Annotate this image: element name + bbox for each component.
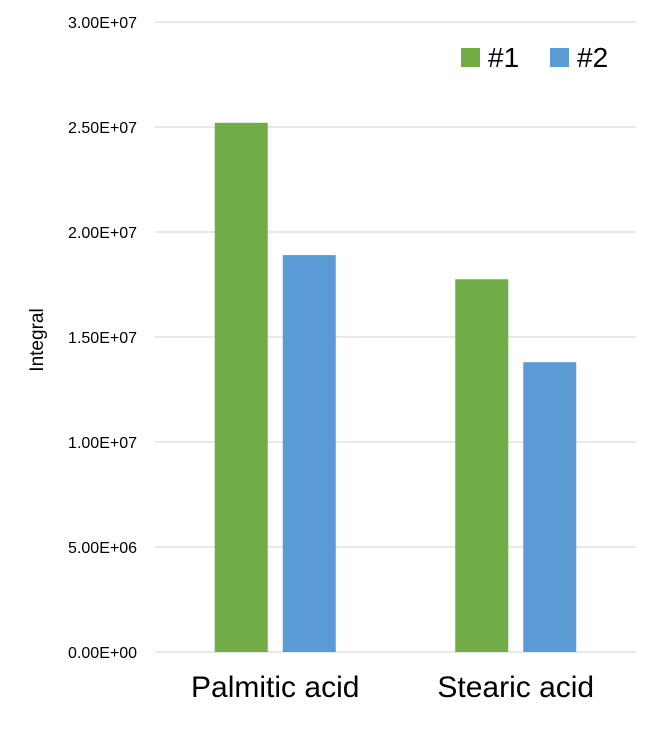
legend-label-2: #2 [577,42,608,73]
y-tick-label: 5.00E+06 [68,540,137,557]
x-category-label: Stearic acid [437,671,594,704]
bar-1-2 [455,279,509,652]
y-tick-label: 1.50E+07 [68,330,137,347]
bars [214,122,577,653]
legend-swatch-1 [461,48,480,67]
legend-label-1: #1 [488,42,519,73]
y-tick-label: 3.00E+07 [68,15,137,32]
legend: #1 #2 [461,42,608,73]
y-axis-ticks: 0.00E+00 5.00E+06 1.00E+07 1.50E+07 2.00E+07… [68,15,137,662]
x-category-label: Palmitic acid [191,671,359,704]
y-tick-label: 0.00E+00 [68,645,137,662]
x-axis-categories: Palmitic acid Stearic acid [191,671,594,704]
legend-swatch-2 [550,48,569,67]
y-axis-title: Integral [27,308,48,371]
y-tick-label: 2.50E+07 [68,120,137,137]
bar-1-1 [214,122,268,653]
y-tick-label: 1.00E+07 [68,435,137,452]
bar-2-1 [282,255,336,652]
bar-2-2 [523,362,577,652]
y-tick-label: 2.00E+07 [68,225,137,242]
